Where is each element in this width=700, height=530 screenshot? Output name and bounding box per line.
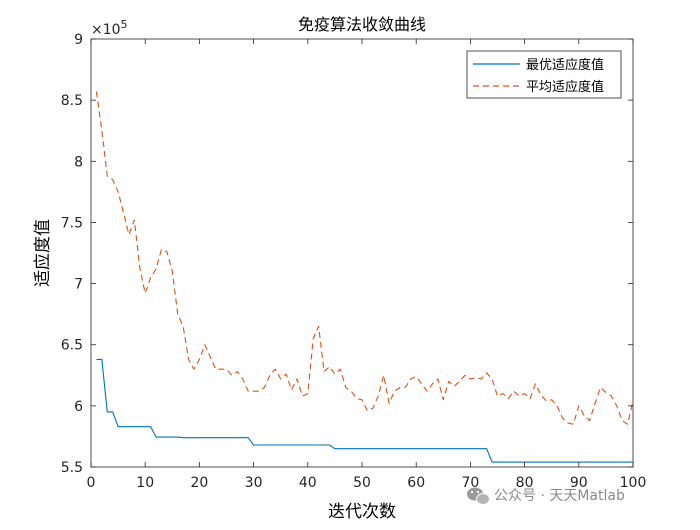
series-line-best xyxy=(96,358,633,463)
y-tick-label: 8.5 xyxy=(61,93,83,109)
x-tick-label: 50 xyxy=(353,475,371,491)
x-tick-label: 30 xyxy=(245,475,263,491)
series-line-mean xyxy=(95,91,634,425)
x-tick-label: 10 xyxy=(136,475,154,491)
x-tick-label: 20 xyxy=(190,475,208,491)
y-axis-multiplier: ×105 xyxy=(91,18,128,38)
legend-box xyxy=(466,50,622,99)
x-tick-label: 0 xyxy=(87,475,96,491)
series-lines xyxy=(95,91,634,463)
wechat-icon xyxy=(467,487,490,505)
y-tick-label: 8 xyxy=(74,154,83,170)
y-multiplier-base: ×10 xyxy=(91,22,121,38)
y-tick-label: 5.5 xyxy=(61,460,83,476)
axis-ticks: 0 10 20 30 40 50 60 70 80 90 100 5.5 6 6.5 7 7.5 8 8.5 9 xyxy=(61,32,647,491)
watermark-text: 公众号 · 天天Matlab xyxy=(494,488,625,504)
plot-area xyxy=(90,38,634,468)
legend-label-best: 最优适应度值 xyxy=(526,57,604,73)
chart-title: 免疫算法收敛曲线 xyxy=(298,15,426,34)
x-tick-label: 80 xyxy=(516,475,534,491)
y-tick-label: 6.5 xyxy=(61,338,83,354)
y-multiplier-exponent: 5 xyxy=(121,18,128,31)
legend-label-mean: 平均适应度值 xyxy=(526,79,604,95)
x-axis-label: 迭代次数 xyxy=(328,502,396,522)
x-tick-label: 40 xyxy=(299,475,317,491)
x-tick-label: 90 xyxy=(570,475,588,491)
x-tick-label: 70 xyxy=(461,475,479,491)
y-tick-label: 7 xyxy=(74,277,83,293)
watermark: 公众号 · 天天Matlab xyxy=(467,487,625,505)
y-tick-label: 9 xyxy=(74,32,83,48)
y-tick-label: 7.5 xyxy=(61,215,83,231)
legend: 最优适应度值 平均适应度值 xyxy=(466,50,622,99)
y-axis-label: 适应度值 xyxy=(33,219,53,287)
x-tick-label: 100 xyxy=(620,475,647,491)
y-tick-label: 6 xyxy=(74,399,83,415)
x-tick-label: 60 xyxy=(407,475,425,491)
